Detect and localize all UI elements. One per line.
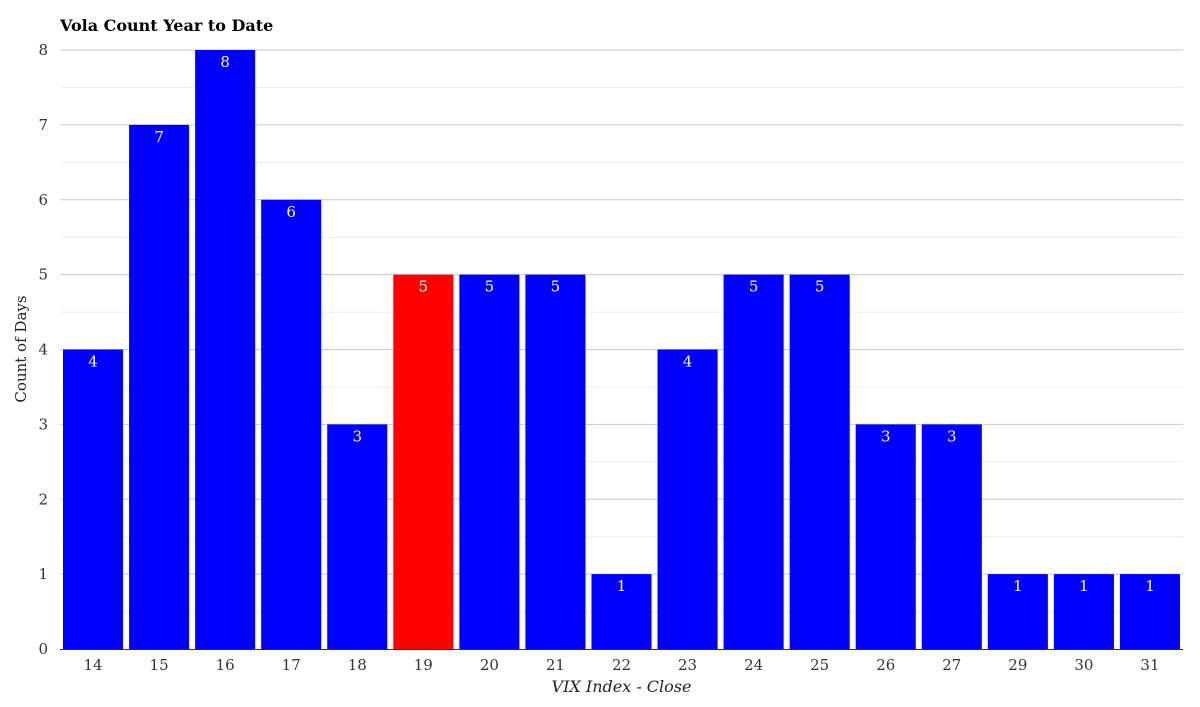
x-tick-label-20: 20 <box>480 656 499 674</box>
data-label-24: 5 <box>749 278 759 296</box>
bar-18 <box>327 424 388 649</box>
bar-21 <box>525 274 586 649</box>
bar-31 <box>1119 574 1180 649</box>
data-label-22: 1 <box>617 577 627 595</box>
x-tick-label-18: 18 <box>348 656 367 674</box>
x-axis-label: VIX Index - Close <box>552 677 692 696</box>
y-tick-label: 3 <box>38 415 48 433</box>
data-label-23: 4 <box>683 353 693 371</box>
chart-title: Vola Count Year to Date <box>59 16 273 35</box>
bar-27 <box>921 424 982 649</box>
bar-25 <box>789 274 850 649</box>
bar-22 <box>591 574 652 649</box>
bar-17 <box>261 199 322 649</box>
data-label-16: 8 <box>220 53 230 71</box>
y-tick-label: 5 <box>38 266 48 284</box>
y-tick-label: 8 <box>38 41 48 59</box>
x-tick-label-24: 24 <box>744 656 763 674</box>
x-tick-label-22: 22 <box>612 656 631 674</box>
y-tick-label: 1 <box>38 565 48 583</box>
data-label-29: 1 <box>1013 577 1023 595</box>
y-tick-label: 0 <box>38 640 48 658</box>
x-tick-label-26: 26 <box>876 656 895 674</box>
data-label-25: 5 <box>815 278 825 296</box>
x-tick-label-21: 21 <box>546 656 565 674</box>
x-tick-label-30: 30 <box>1074 656 1093 674</box>
y-axis-ticks: 0 1 2 3 4 5 6 7 8 <box>38 41 48 658</box>
x-tick-label-25: 25 <box>810 656 829 674</box>
x-tick-label-27: 27 <box>942 656 961 674</box>
y-tick-label: 2 <box>38 490 48 508</box>
data-label-27: 3 <box>947 427 957 445</box>
data-label-30: 1 <box>1079 577 1089 595</box>
bar-16 <box>195 50 256 649</box>
bar-29 <box>987 574 1048 649</box>
data-label-14: 4 <box>88 353 98 371</box>
y-tick-label: 6 <box>38 191 48 209</box>
data-label-31: 1 <box>1145 577 1155 595</box>
y-tick-label: 7 <box>38 116 48 134</box>
data-label-17: 6 <box>286 203 296 221</box>
x-tick-label-23: 23 <box>678 656 697 674</box>
x-tick-label-17: 17 <box>282 656 301 674</box>
bar-20 <box>459 274 520 649</box>
bar-19 <box>393 274 454 649</box>
bar-30 <box>1053 574 1114 649</box>
data-label-21: 5 <box>551 278 561 296</box>
data-labels: 4 7 8 6 3 5 5 5 1 4 5 5 3 3 1 1 1 <box>88 53 1154 595</box>
x-tick-label-29: 29 <box>1008 656 1027 674</box>
x-tick-label-15: 15 <box>150 656 169 674</box>
data-label-15: 7 <box>154 128 164 146</box>
x-tick-label-16: 16 <box>216 656 235 674</box>
y-tick-label: 4 <box>38 341 48 359</box>
bar-23 <box>657 349 718 649</box>
x-tick-label-14: 14 <box>83 656 102 674</box>
x-axis-ticks: 14 15 16 17 18 19 20 21 22 23 24 25 26 27 29 30 31 <box>83 656 1159 674</box>
x-tick-label-31: 31 <box>1140 656 1159 674</box>
data-label-20: 5 <box>485 278 495 296</box>
bars <box>63 50 1180 649</box>
bar-15 <box>129 124 190 649</box>
bar-14 <box>63 349 124 649</box>
data-label-18: 3 <box>352 427 362 445</box>
data-label-19: 5 <box>419 278 429 296</box>
y-axis-label: Count of Days <box>12 295 30 402</box>
data-label-26: 3 <box>881 427 891 445</box>
bar-24 <box>723 274 784 649</box>
x-tick-label-19: 19 <box>414 656 433 674</box>
bar-26 <box>855 424 916 649</box>
